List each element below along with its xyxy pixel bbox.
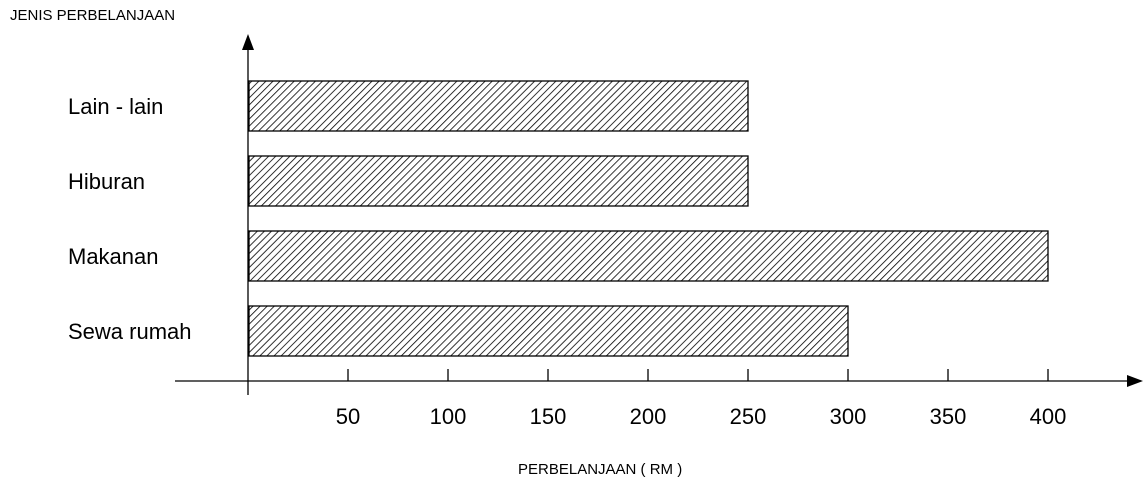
x-tick-label: 350 xyxy=(930,404,967,429)
bar-sewa-rumah xyxy=(248,305,849,357)
x-axis-title: PERBELANJAAN ( RM ) xyxy=(518,461,682,478)
x-tick-label: 50 xyxy=(336,404,360,429)
x-tick-label: 400 xyxy=(1030,404,1067,429)
category-label: Makanan xyxy=(68,244,159,269)
bars-group xyxy=(248,80,1049,357)
category-label: Hiburan xyxy=(68,169,145,194)
category-label: Sewa rumah xyxy=(68,319,192,344)
category-label: Lain - lain xyxy=(68,94,163,119)
x-tick-label: 200 xyxy=(630,404,667,429)
x-axis-arrow-icon xyxy=(1127,375,1143,387)
x-tick-label: 150 xyxy=(530,404,567,429)
bar-hiburan xyxy=(248,155,749,207)
x-tick-label: 250 xyxy=(730,404,767,429)
y-axis-title: JENIS PERBELANJAAN xyxy=(10,7,175,24)
bar-lain-lain xyxy=(248,80,749,132)
bar-makanan xyxy=(248,230,1049,282)
x-tick-label: 100 xyxy=(430,404,467,429)
x-ticks-group: 50 100 150 200 250 300 350 400 xyxy=(336,369,1067,429)
x-tick-label: 300 xyxy=(830,404,867,429)
category-labels: Sewa rumah Makanan Hiburan Lain - lain xyxy=(68,94,192,344)
y-axis-arrow-icon xyxy=(242,34,254,50)
